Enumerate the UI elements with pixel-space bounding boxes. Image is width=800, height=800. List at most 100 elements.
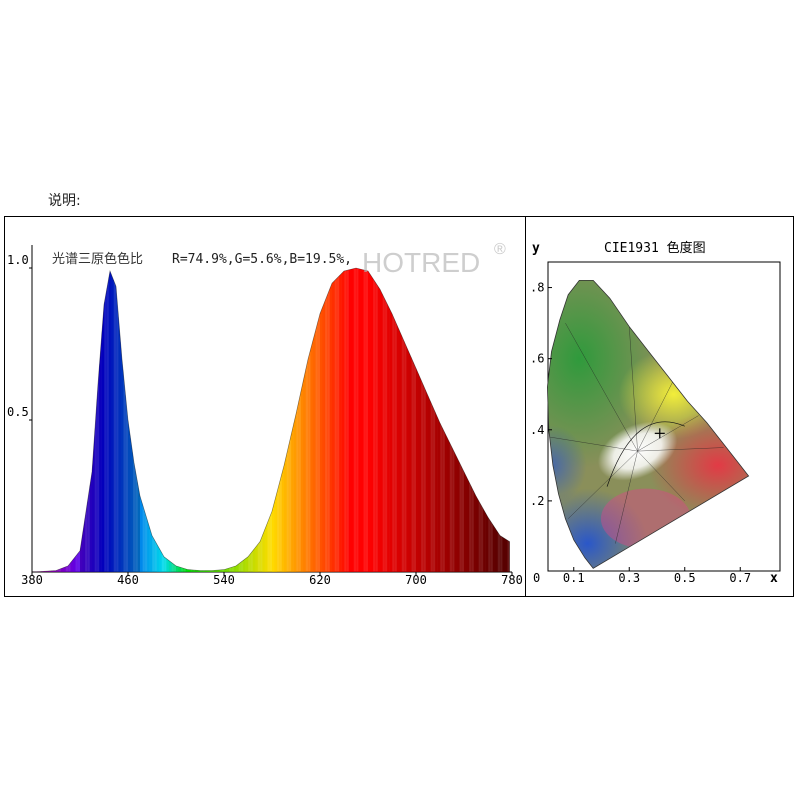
spectrum-band	[480, 268, 484, 572]
spectrum-band	[63, 268, 66, 572]
spectrum-band	[464, 268, 467, 572]
spectrum-band	[70, 268, 74, 572]
spectrum-band	[384, 268, 388, 572]
cie-x-tick-label: 0.3	[618, 571, 640, 585]
spectrum-band	[300, 268, 304, 572]
spectrum-band	[317, 268, 321, 572]
spectrum-band	[456, 268, 460, 572]
x-tick-label: 460	[117, 573, 139, 587]
spectrum-band	[370, 268, 374, 572]
spectrum-band	[279, 268, 282, 572]
spectrum-band	[209, 268, 213, 572]
spectrum-band	[125, 268, 129, 572]
region-boundary	[565, 322, 638, 452]
spectrum-band	[164, 268, 167, 572]
spectrum-band	[497, 268, 501, 572]
spectrum-band	[411, 268, 414, 572]
spectrum-band	[406, 268, 410, 572]
spectrum-band	[101, 268, 105, 572]
cie-y-tick-label: .2	[530, 494, 544, 508]
spectrum-band	[392, 268, 395, 572]
spectrum-band	[444, 268, 448, 572]
spectrum-band	[288, 268, 292, 572]
spectrum-band	[332, 268, 335, 572]
spectrum-band	[147, 268, 150, 572]
spectrum-band	[488, 268, 491, 572]
spectrum-band	[286, 268, 290, 572]
spectrum-band	[36, 268, 40, 572]
cie-y-tick-label: .8	[530, 281, 544, 295]
spectrum-band	[418, 268, 422, 572]
spectrum-band	[404, 268, 407, 572]
spectrum-band	[375, 268, 378, 572]
spectrum-band	[298, 268, 302, 572]
spectrum-band	[46, 268, 50, 572]
spectrum-band	[144, 268, 148, 572]
spectrum-band	[228, 268, 232, 572]
region-boundary	[548, 436, 638, 452]
spectrum-band	[257, 268, 261, 572]
spectrum-band	[363, 268, 366, 572]
spectrum-band	[305, 268, 309, 572]
spectrum-band	[130, 268, 134, 572]
spectrum-band	[423, 268, 426, 572]
spectrum-band	[310, 268, 314, 572]
spectrum-title: 光谱三原色色比	[52, 251, 143, 267]
spectrum-band	[291, 268, 294, 572]
spectrum-band	[173, 268, 177, 572]
page-caption: 说明:	[48, 193, 81, 209]
spectrum-band	[425, 268, 429, 572]
spectrum-band	[159, 268, 162, 572]
spectrum-band	[296, 268, 299, 572]
spectrum-band	[334, 268, 338, 572]
spectrum-band	[303, 268, 306, 572]
spectrum-band	[113, 268, 117, 572]
spectrum-band	[382, 268, 386, 572]
spectrum-band	[118, 268, 122, 572]
spectrum-band	[320, 268, 323, 572]
y-tick-label: 0.5	[7, 405, 29, 419]
region-boundary	[629, 326, 638, 452]
spectrum-band	[478, 268, 482, 572]
spectrum-band	[389, 268, 393, 572]
spectrum-band	[53, 268, 57, 572]
spectrum-band	[344, 268, 347, 572]
spectrum-band	[80, 268, 83, 572]
spectrum-fill	[32, 268, 510, 572]
spectrum-band	[60, 268, 64, 572]
spectrum-band	[471, 268, 474, 572]
spectrum-band	[195, 268, 198, 572]
spectrum-band	[51, 268, 54, 572]
spectrum-band	[214, 268, 218, 572]
spectrum-band	[96, 268, 100, 572]
spectrum-band	[104, 268, 107, 572]
spectrum-band	[490, 268, 494, 572]
spectrum-band	[358, 268, 362, 572]
spectrum-band	[58, 268, 62, 572]
spectrum-band	[248, 268, 251, 572]
spectrum-band	[56, 268, 59, 572]
spectrum-band	[401, 268, 405, 572]
spectrum-band	[176, 268, 179, 572]
spectrum-panel: 380 460 540 620 700 780 1.0 0.5 光谱三原色色比 R=74.9%…	[7, 241, 523, 587]
spectrum-band	[108, 268, 112, 572]
watermark-registered: ®	[494, 241, 506, 258]
spectrum-band	[356, 268, 359, 572]
spectrum-band	[166, 268, 170, 572]
spectrum-band	[106, 268, 110, 572]
planckian-locus	[606, 421, 685, 487]
spectrum-band	[473, 268, 477, 572]
spectrum-band	[135, 268, 138, 572]
spectrum-band	[255, 268, 258, 572]
spectrum-band	[416, 268, 419, 572]
spectrum-band	[221, 268, 225, 572]
spectrum-band	[485, 268, 489, 572]
spectrum-band	[180, 268, 184, 572]
spectrum-curve	[31, 267, 510, 573]
spectrum-band	[132, 268, 136, 572]
spectrum-band	[447, 268, 450, 572]
spectrum-band	[368, 268, 371, 572]
spectrum-band	[168, 268, 172, 572]
region-boundary	[568, 450, 638, 519]
spectrum-band	[156, 268, 160, 572]
